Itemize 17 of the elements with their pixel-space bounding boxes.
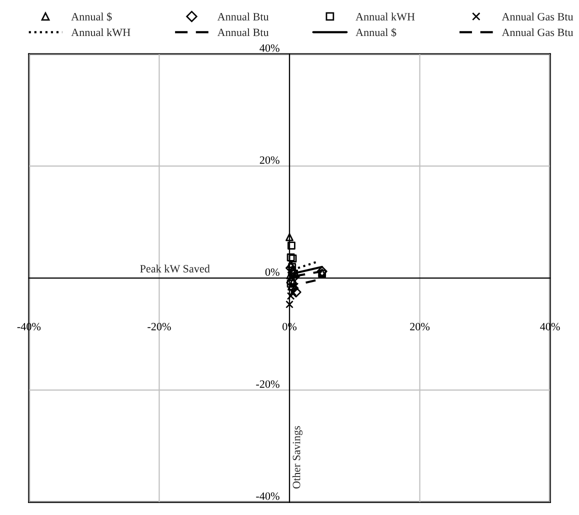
y-tick-label: 40% — [260, 44, 280, 52]
legend-label: Annual $ — [356, 28, 396, 37]
legend-label: Annual Btu — [217, 28, 269, 36]
y-tick-label: -20% — [256, 380, 280, 388]
y-tick-label: 0% — [265, 268, 280, 276]
x-axis-title: Peak kW Saved — [140, 264, 210, 273]
legend-label: Annual Btu — [217, 12, 269, 20]
y-tick-label: 20% — [260, 156, 280, 164]
legend-label: Annual kWH — [71, 28, 130, 36]
y-tick-label: -40% — [256, 492, 280, 500]
legend-label: Annual Gas Btu — [502, 12, 574, 20]
x-tick-label: 20% — [410, 322, 430, 330]
y-axis-title: Other Savings — [292, 426, 303, 488]
x-tick-label: -20% — [148, 322, 171, 330]
legend-label: Annual Gas Btu — [502, 28, 574, 36]
legend-label: Annual kWH — [356, 12, 415, 21]
legend-label: Annual $ — [71, 12, 112, 22]
